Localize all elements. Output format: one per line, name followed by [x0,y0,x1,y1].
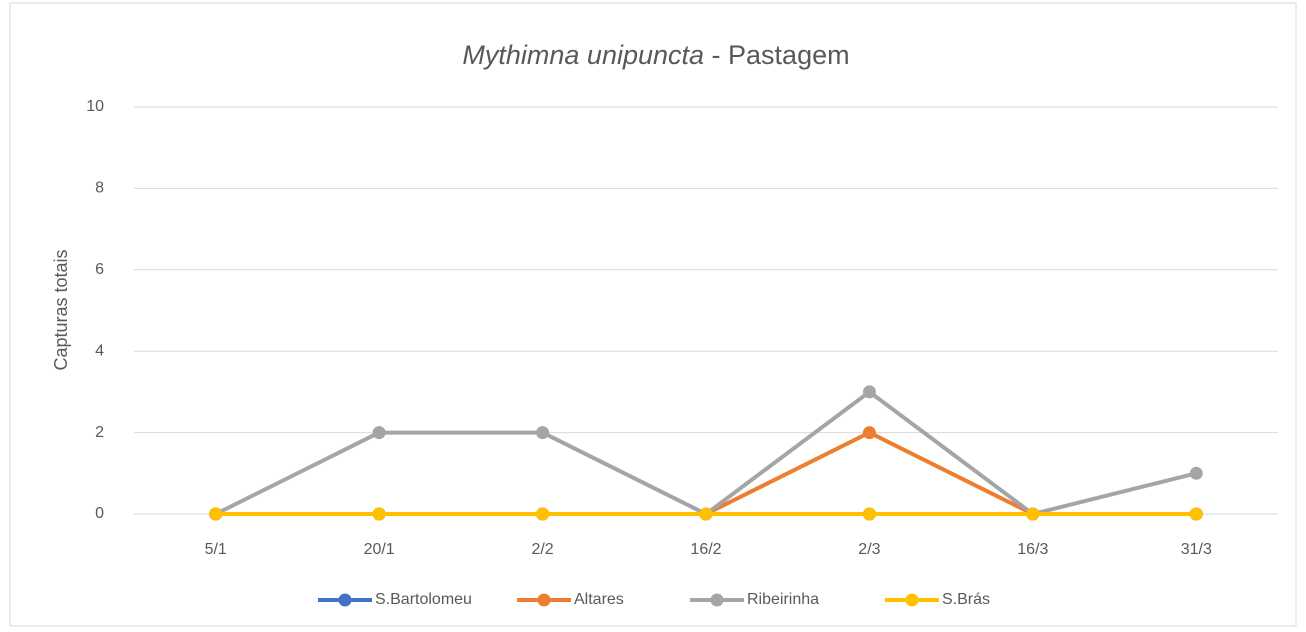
legend-label: Ribeirinha [747,591,819,608]
legend-marker [537,593,551,607]
data-point [862,385,876,399]
data-point [372,426,386,440]
y-tick-label: 4 [95,342,104,359]
legend-marker [710,593,724,607]
title-text: - Pastagem [704,40,850,70]
x-tick-label: 2/3 [858,541,880,558]
legend-label: Altares [574,591,624,608]
x-tick-label: 2/2 [531,541,553,558]
data-point [699,507,713,521]
x-tick-label: 5/1 [205,541,227,558]
y-tick-label: 10 [86,98,104,115]
data-point [1026,507,1040,521]
data-point [1189,507,1203,521]
legend-label: S.Bartolomeu [375,591,472,608]
y-tick-label: 0 [95,505,104,522]
legend-label: S.Brás [942,591,990,608]
legend-marker [338,593,352,607]
data-point [209,507,223,521]
data-point [536,426,550,440]
data-point [372,507,386,521]
y-axis-label: Capturas totais [51,249,71,370]
y-tick-label: 6 [95,261,104,278]
y-tick-label: 8 [95,180,104,197]
data-point [862,426,876,440]
data-point [1189,466,1203,480]
data-point [536,507,550,521]
data-point [862,507,876,521]
x-tick-label: 16/2 [690,541,721,558]
chart-title: Mythimna unipuncta - Pastagem [462,40,849,70]
x-tick-label: 31/3 [1181,541,1212,558]
x-tick-label: 20/1 [364,541,395,558]
legend-marker [905,593,919,607]
y-tick-label: 2 [95,424,104,441]
x-tick-label: 16/3 [1017,541,1048,558]
chart-frame [9,2,1297,627]
title-italic: Mythimna unipuncta [462,40,704,70]
